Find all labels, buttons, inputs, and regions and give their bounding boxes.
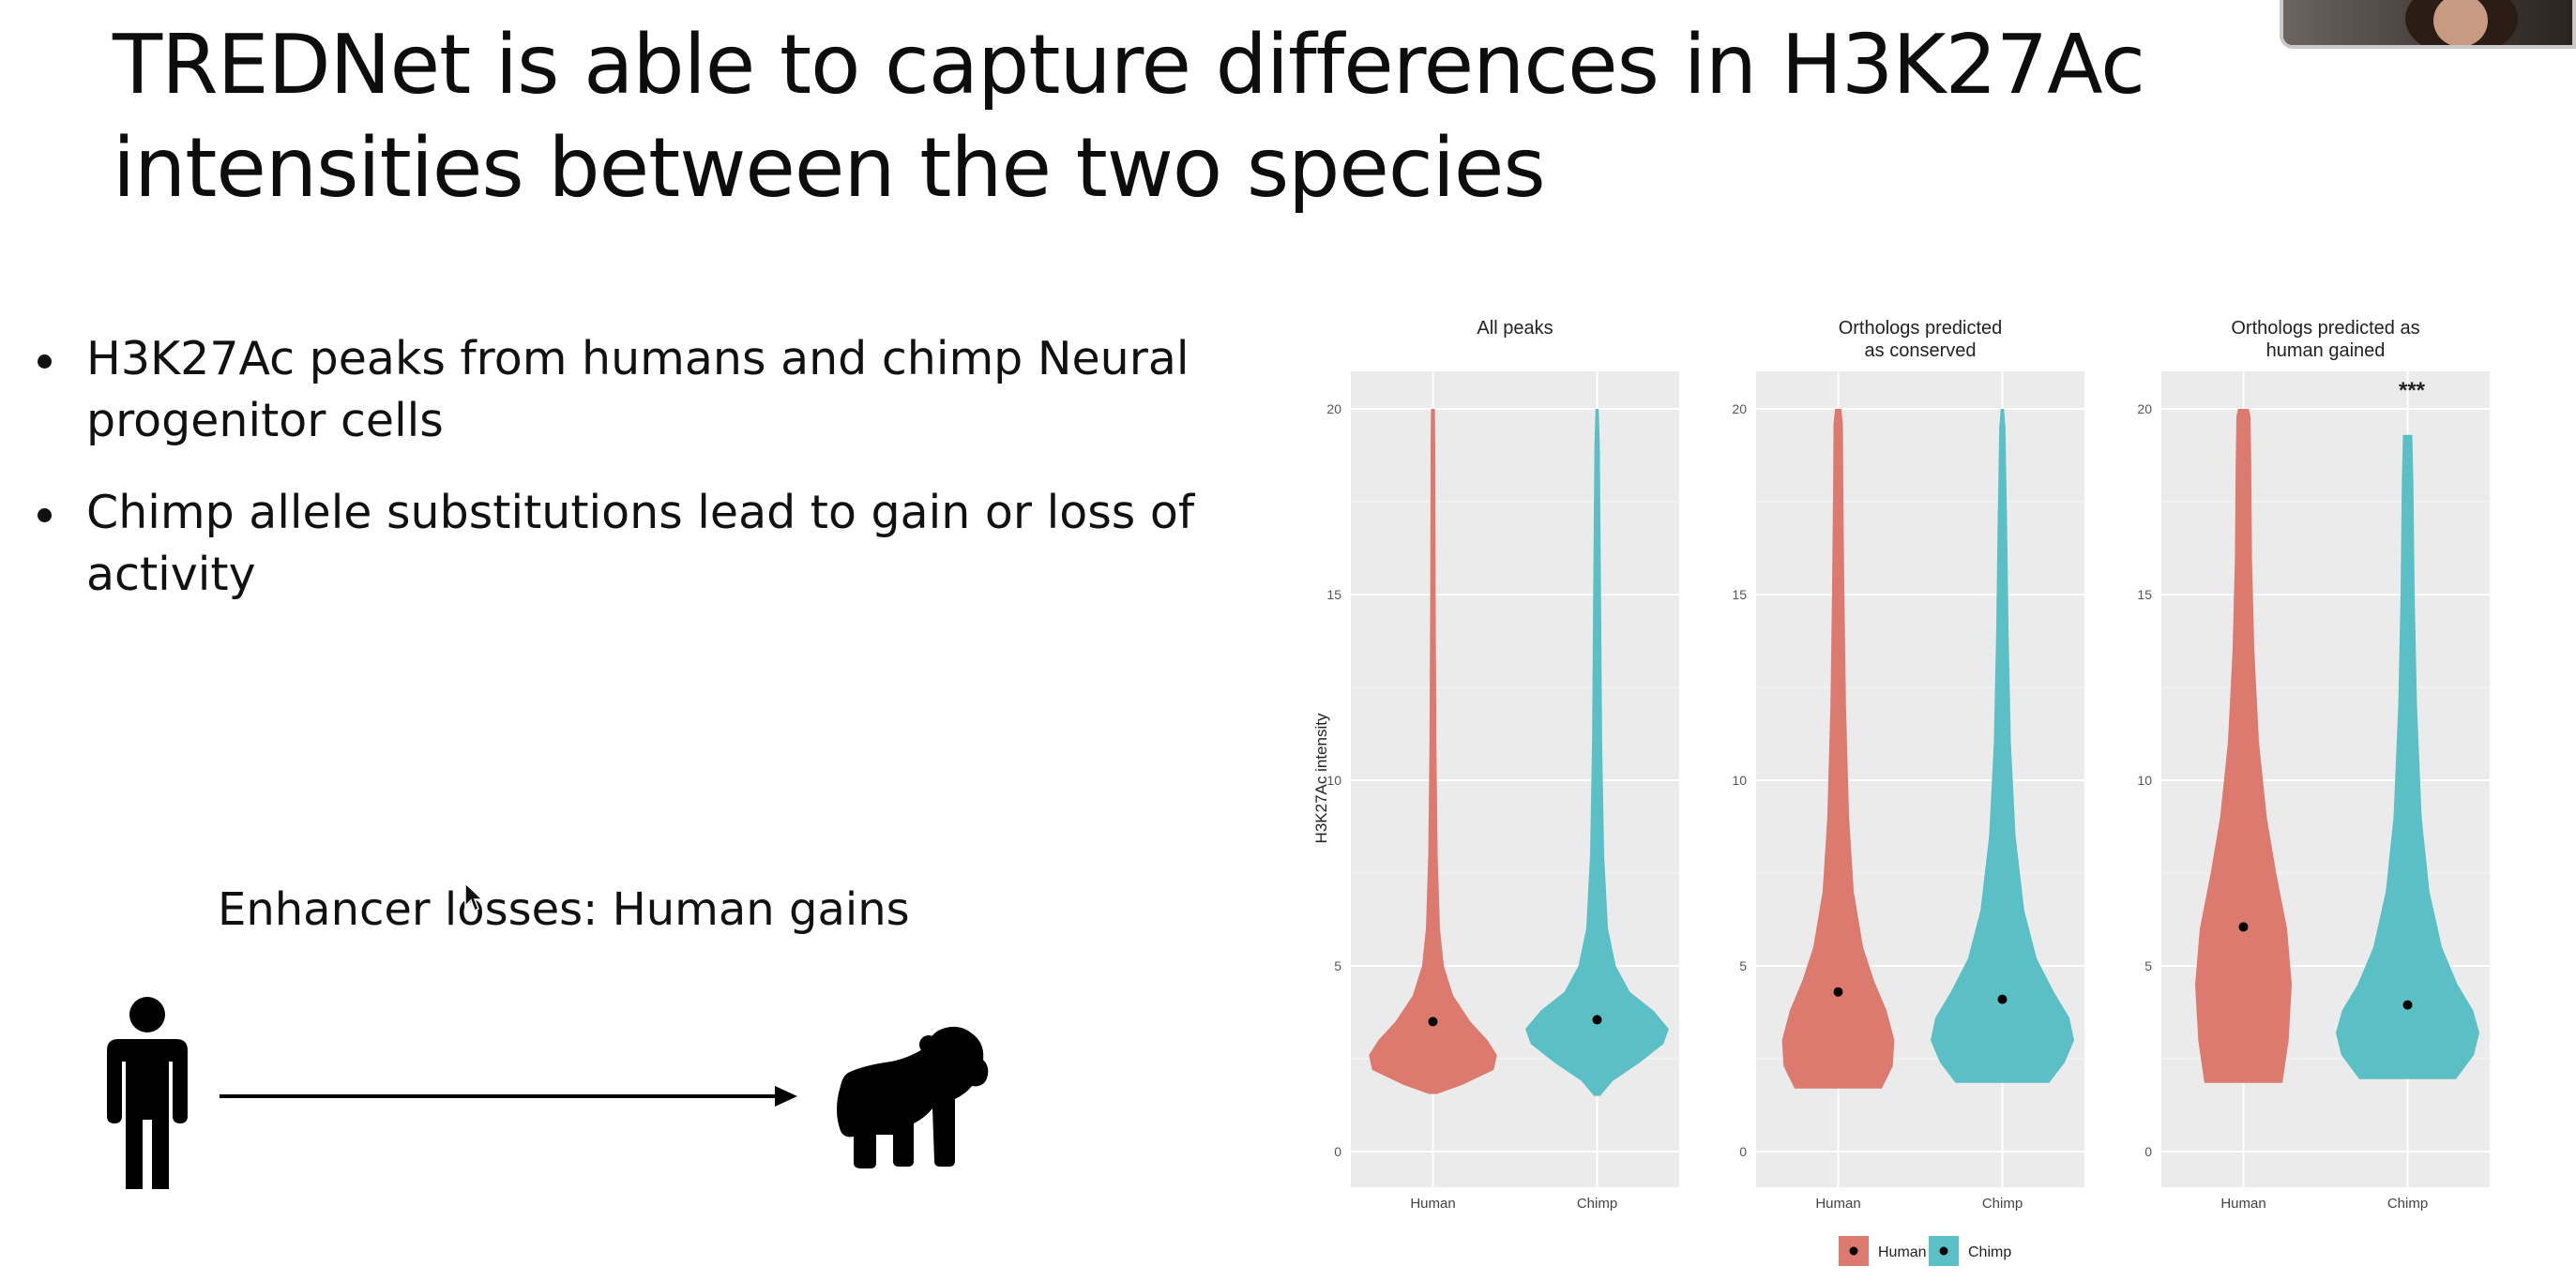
panel-title: as conserved	[1865, 340, 1977, 361]
violin-chimp	[1525, 409, 1669, 1096]
panel-title: All peaks	[1477, 318, 1553, 339]
x-tick-label: Chimp	[1982, 1196, 2023, 1212]
y-tick-label: 10	[2137, 773, 2152, 788]
violin-chimp	[2336, 434, 2479, 1079]
y-tick-label: 10	[1326, 773, 1341, 788]
mean-point	[1833, 987, 1843, 997]
y-tick-label: 20	[1732, 401, 1747, 416]
significance-annotation: ***	[2399, 378, 2426, 403]
webcam-video[interactable]	[2280, 0, 2576, 49]
slide-title: TREDNet is able to capture differences i…	[113, 17, 2145, 216]
y-tick-label: 0	[2144, 1144, 2152, 1159]
y-tick-label: 5	[2144, 958, 2152, 973]
y-tick-label: 15	[1326, 587, 1341, 602]
panel-title: Orthologs predicted as	[2231, 318, 2419, 339]
x-tick-label: Human	[1410, 1196, 1455, 1212]
violin-human	[1369, 409, 1497, 1094]
legend-mean-point	[1939, 1246, 1948, 1256]
y-tick-label: 20	[1326, 401, 1341, 416]
mean-point	[1997, 994, 2008, 1004]
bullet-dot-icon	[38, 354, 52, 369]
bullet-list: H3K27Ac peaks from humans and chimp Neur…	[38, 328, 1248, 636]
diagram-label: Enhancer losses: Human gains	[218, 883, 910, 936]
y-tick-label: 10	[1732, 773, 1747, 788]
y-tick-label: 5	[1739, 958, 1747, 973]
y-tick-label: 0	[1739, 1144, 1747, 1159]
arrow-right-icon	[220, 1086, 797, 1107]
human-figure-icon	[107, 997, 188, 1189]
mean-point	[1428, 1017, 1438, 1027]
bullet-dot-icon	[38, 508, 52, 522]
violin-human	[1781, 409, 1895, 1089]
bullet-item: H3K27Ac peaks from humans and chimp Neur…	[38, 328, 1248, 452]
mean-point	[2402, 1000, 2413, 1010]
bullet-text: H3K27Ac peaks from humans and chimp Neur…	[86, 332, 1190, 447]
y-tick-label: 15	[2137, 587, 2152, 602]
panel-title: human gained	[2266, 340, 2386, 361]
legend-label: Chimp	[1968, 1244, 2011, 1260]
panel-title: Orthologs predicted	[1839, 318, 2003, 339]
bullet-item: Chimp allele substitutions lead to gain …	[38, 482, 1248, 606]
violin-human	[2195, 409, 2292, 1083]
violin-chimp	[1931, 409, 2074, 1083]
y-tick-label: 0	[1334, 1144, 1341, 1159]
x-tick-label: Human	[1815, 1196, 1860, 1212]
mouse-cursor-icon	[464, 882, 484, 912]
legend-mean-point	[1849, 1246, 1858, 1256]
y-tick-label: 15	[1732, 587, 1747, 602]
y-tick-label: 5	[1334, 958, 1341, 973]
mean-point	[1592, 1015, 1602, 1025]
x-tick-label: Chimp	[2387, 1196, 2428, 1212]
legend-label: Human	[1878, 1244, 1927, 1260]
x-tick-label: Chimp	[1577, 1196, 1617, 1212]
y-tick-label: 20	[2137, 401, 2152, 416]
chimp-silhouette-icon	[837, 1026, 989, 1168]
violin-chart: H3K27Ac intensity 0 5 10 15 20 All peaks Human C…	[1312, 318, 2490, 1266]
x-tick-label: Human	[2220, 1196, 2265, 1212]
bullet-text: Chimp allele substitutions lead to gain …	[86, 486, 1195, 601]
mean-point	[2238, 922, 2249, 932]
y-axis-label: H3K27Ac intensity	[1312, 713, 1330, 843]
